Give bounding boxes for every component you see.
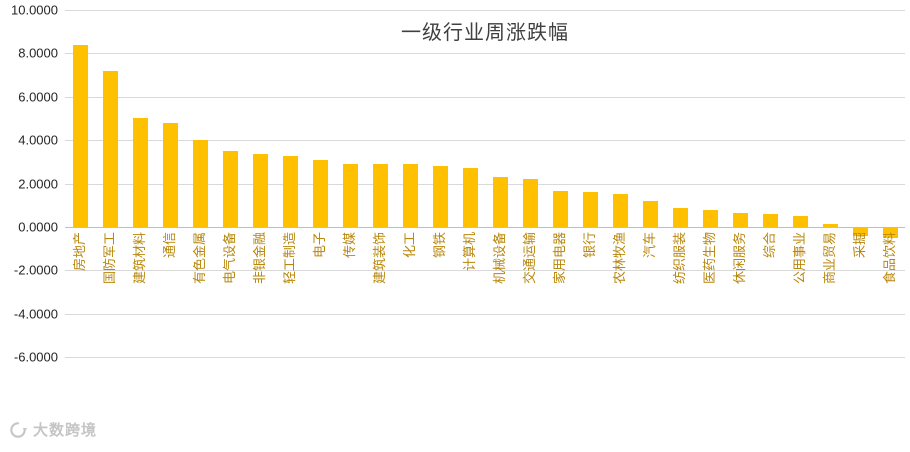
- bar: [642, 200, 658, 227]
- bar: [492, 176, 508, 227]
- bar: [252, 154, 268, 227]
- bar: [102, 70, 118, 227]
- bar: [672, 208, 688, 227]
- bar: [342, 163, 358, 227]
- x-axis-category-label: 钢铁: [432, 231, 447, 258]
- x-axis-category-label: 传媒: [342, 231, 357, 258]
- watermark-text: 大数跨境: [33, 422, 98, 439]
- x-axis-category-label: 机械设备: [492, 231, 507, 284]
- x-axis-category-label: 农林牧渔: [612, 231, 627, 284]
- y-axis-tick-label: 4.0000: [18, 132, 58, 148]
- x-axis-category-label: 有色金属: [192, 231, 207, 284]
- x-axis-category-label: 银行: [582, 231, 597, 258]
- x-axis-category-label: 食品饮料: [882, 231, 897, 284]
- gridline: [65, 53, 905, 55]
- bar: [612, 194, 628, 227]
- x-axis-category-label: 家用电器: [552, 231, 567, 284]
- gridline: [65, 96, 905, 98]
- chart-title: 一级行业周涨跌幅: [401, 22, 569, 44]
- x-axis-category-label: 建筑材料: [132, 231, 147, 284]
- bar: [582, 192, 598, 227]
- bar: [282, 156, 298, 227]
- x-axis-category-label: 通信: [162, 231, 177, 258]
- y-axis-tick-label: -4.0000: [13, 306, 58, 322]
- bar: [522, 179, 538, 227]
- bar: [732, 212, 748, 227]
- x-axis-category-label: 非银金融: [252, 231, 267, 284]
- x-axis-category-label: 交通运输: [522, 231, 537, 284]
- x-axis-category-label: 房地产: [72, 231, 87, 271]
- x-axis-category-label: 建筑装饰: [372, 231, 387, 284]
- bar: [852, 226, 868, 236]
- gridline: [65, 313, 905, 315]
- bar: [72, 44, 88, 227]
- bar: [192, 140, 208, 227]
- x-axis-category-label: 化工: [402, 231, 417, 258]
- bar: [432, 166, 448, 227]
- gridline: [65, 357, 905, 358]
- gridline: [65, 183, 905, 185]
- x-axis-category-label: 电气设备: [222, 231, 237, 284]
- x-axis-category-label: 纺织服装: [672, 231, 687, 284]
- x-axis-category-label: 汽车: [642, 231, 657, 258]
- x-axis-category-label: 公用事业: [792, 231, 807, 284]
- bar: [552, 191, 568, 227]
- y-axis-tick-label: -2.0000: [13, 262, 58, 278]
- x-axis-category-label: 综合: [762, 231, 777, 258]
- bar: [132, 118, 148, 227]
- x-axis-category-label: 轻工制造: [282, 231, 297, 284]
- bar: [162, 122, 178, 227]
- y-axis-tick-label: 2.0000: [18, 176, 58, 191]
- bar: [762, 213, 778, 227]
- x-axis-category-label: 商业贸易: [822, 231, 837, 284]
- gridline: [65, 140, 905, 142]
- y-axis-tick-label: 0.0000: [18, 219, 58, 235]
- x-axis-category-label: 计算机: [462, 231, 477, 271]
- y-axis-tick-label: 8.0000: [18, 45, 58, 61]
- x-axis-category-label: 电子: [312, 231, 327, 258]
- y-axis-tick-label: 6.0000: [18, 89, 58, 105]
- bar: [312, 159, 328, 227]
- bar: [822, 223, 838, 227]
- bar: [882, 226, 898, 238]
- x-axis-line: [65, 226, 905, 228]
- watermark: 大数跨境: [8, 419, 97, 440]
- x-axis-category-label: 休闲服务: [732, 231, 747, 284]
- y-axis-tick-label: 10.0000: [11, 2, 58, 18]
- bar: [402, 163, 418, 227]
- x-axis-category-label: 国防军工: [102, 231, 117, 284]
- watermark-logo-icon: [10, 421, 28, 438]
- x-axis-category-label: 医药生物: [702, 231, 717, 284]
- y-axis-tick-label: -6.0000: [13, 349, 58, 365]
- bar: [462, 168, 478, 227]
- gridline: [65, 10, 905, 11]
- bar: [792, 216, 808, 227]
- bar: [372, 163, 388, 227]
- x-axis-category-label: 采掘: [852, 231, 867, 258]
- bar: [222, 150, 238, 227]
- gridline: [65, 270, 905, 272]
- bar: [702, 209, 718, 227]
